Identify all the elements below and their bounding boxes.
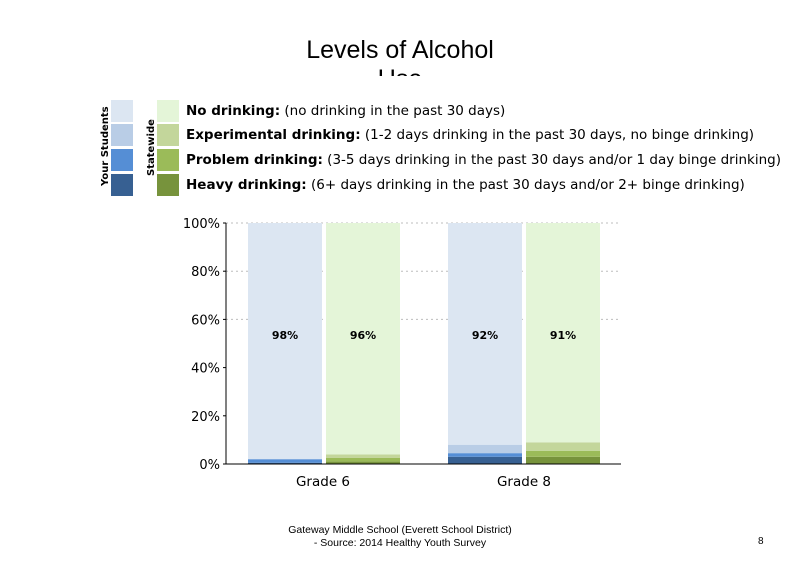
footer-source: - Source: 2014 Healthy Youth Survey <box>313 537 487 549</box>
bar-segment-problem-drinking <box>248 459 322 463</box>
bar-segment-experimental-drinking <box>526 442 600 451</box>
bar-segment-experimental-drinking <box>326 454 400 458</box>
legend-swatch-state-problem <box>157 149 179 171</box>
legend-swatch-your-heavy <box>111 174 133 196</box>
legend: Your Students Statewide No drinking: (no… <box>96 96 796 202</box>
data-label: 91% <box>550 329 576 342</box>
x-category-label: Grade 8 <box>497 474 551 490</box>
y-tick-label: 40% <box>191 362 220 377</box>
legend-item-experimental: Experimental drinking: (1-2 days drinkin… <box>186 127 755 143</box>
y-tick-label: 20% <box>191 410 220 425</box>
bar-segment-problem-drinking <box>526 450 600 457</box>
x-category-label: Grade 6 <box>296 474 350 490</box>
legend-item-heavy: Heavy drinking: (6+ days drinking in the… <box>186 177 745 193</box>
legend-item-problem: Problem drinking: (3-5 days drinking in … <box>186 152 781 168</box>
legend-item-no-drinking: No drinking: (no drinking in the past 30… <box>186 103 506 119</box>
legend-swatch-your-experimental <box>111 124 133 146</box>
legend-swatch-state-no-drinking <box>157 100 179 122</box>
y-tick-label: 100% <box>183 217 220 232</box>
legend-swatch-your-no-drinking <box>111 100 133 122</box>
page-number: 8 <box>758 536 764 547</box>
legend-swatch-state-heavy <box>157 174 179 196</box>
bar-segment-problem-drinking <box>326 457 400 462</box>
bar-segment-no-drinking <box>448 223 522 445</box>
footer: Gateway Middle School (Everett School Di… <box>200 524 600 550</box>
title-line-2: Use <box>0 65 800 76</box>
chart-title: Levels of Alcohol Use <box>0 36 800 76</box>
bar-segment-heavy-drinking <box>526 456 600 464</box>
bar-segment-no-drinking <box>526 223 600 443</box>
title-line-1: Levels of Alcohol <box>306 36 494 64</box>
bar-segment-heavy-drinking <box>448 456 522 464</box>
bar-segment-heavy-drinking <box>326 461 400 464</box>
footer-school: Gateway Middle School (Everett School Di… <box>288 524 512 536</box>
bar-segment-no-drinking <box>326 223 400 455</box>
data-label: 98% <box>272 329 298 342</box>
legend-swatch-state-experimental <box>157 124 179 146</box>
bar-segment-experimental-drinking <box>448 444 522 454</box>
legend-swatch-your-problem <box>111 149 133 171</box>
bar-segment-problem-drinking <box>448 453 522 457</box>
bar-segment-no-drinking <box>248 223 322 460</box>
data-label: 96% <box>350 329 376 342</box>
bar-segment-heavy-drinking <box>248 462 322 464</box>
y-tick-label: 60% <box>191 313 220 328</box>
data-label: 92% <box>472 329 498 342</box>
y-tick-label: 80% <box>191 265 220 280</box>
y-tick-label: 0% <box>199 458 220 473</box>
